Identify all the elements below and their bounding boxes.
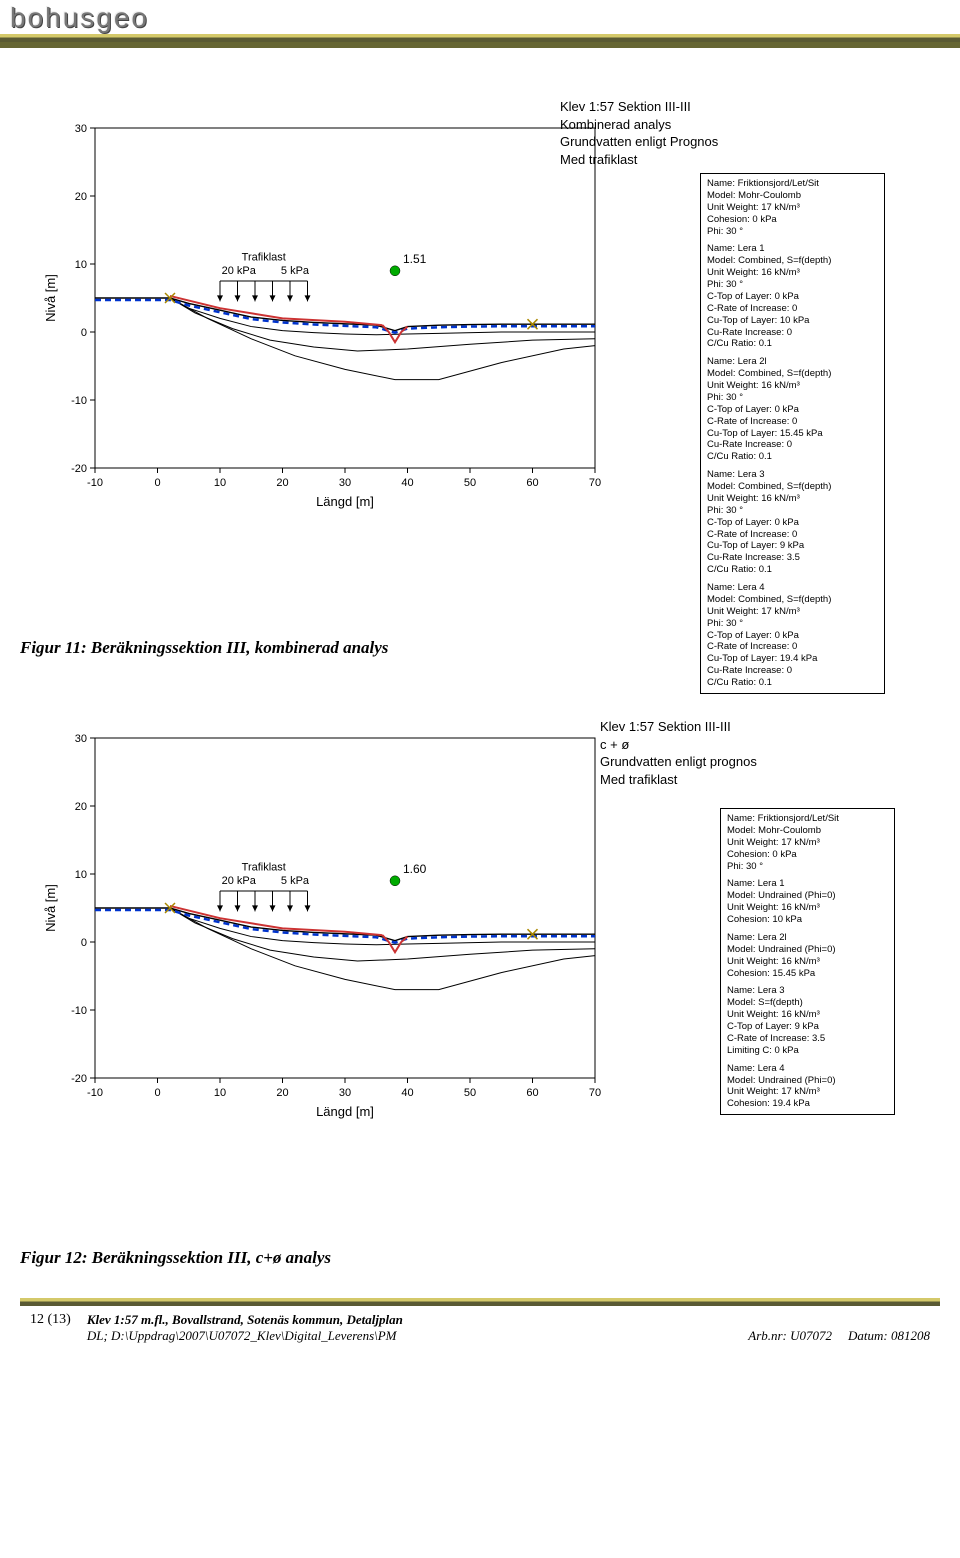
svg-text:20: 20 bbox=[75, 801, 87, 813]
footer-rule bbox=[20, 1298, 940, 1306]
logo: bohusgeo bbox=[10, 2, 149, 34]
svg-text:60: 60 bbox=[526, 477, 538, 489]
svg-text:20 kPa: 20 kPa bbox=[222, 265, 257, 277]
svg-text:20 kPa: 20 kPa bbox=[222, 875, 257, 887]
footer-title: Klev 1:57 m.fl., Bovallstrand, Sotenäs k… bbox=[87, 1312, 403, 1327]
svg-text:Längd [m]: Längd [m] bbox=[316, 1104, 374, 1119]
figure-2: Klev 1:57 Sektion III-IIIc + øGrundvatte… bbox=[40, 678, 920, 1238]
footer-path: DL; D:\Uppdrag\2007\U07072_Klev\Digital_… bbox=[87, 1328, 732, 1344]
figure-1-chart: -10010203040506070-20-100102030Nivå [m]L… bbox=[40, 118, 610, 618]
page-number: 12 (13) bbox=[30, 1312, 71, 1344]
svg-text:1.60: 1.60 bbox=[403, 862, 427, 876]
svg-text:50: 50 bbox=[464, 1087, 476, 1099]
figure-2-legend: Name: Friktionsjord/Let/SitModel: Mohr-C… bbox=[720, 808, 895, 1115]
svg-text:-20: -20 bbox=[71, 463, 87, 475]
svg-text:Nivå [m]: Nivå [m] bbox=[43, 884, 58, 932]
svg-text:-10: -10 bbox=[71, 1005, 87, 1017]
svg-text:5 kPa: 5 kPa bbox=[281, 265, 310, 277]
svg-text:40: 40 bbox=[401, 1087, 413, 1099]
page-header: bohusgeo bbox=[0, 0, 960, 48]
svg-text:10: 10 bbox=[75, 259, 87, 271]
header-rule bbox=[0, 34, 960, 42]
figure-2-title: Klev 1:57 Sektion III-IIIc + øGrundvatte… bbox=[600, 718, 757, 788]
svg-text:60: 60 bbox=[526, 1087, 538, 1099]
svg-text:-10: -10 bbox=[87, 477, 103, 489]
svg-text:70: 70 bbox=[589, 1087, 601, 1099]
svg-text:30: 30 bbox=[339, 477, 351, 489]
svg-text:30: 30 bbox=[339, 1087, 351, 1099]
svg-text:10: 10 bbox=[75, 869, 87, 881]
svg-text:1.51: 1.51 bbox=[403, 252, 427, 266]
footer-datum: Datum: 081208 bbox=[848, 1328, 930, 1344]
page-footer: 12 (13) Klev 1:57 m.fl., Bovallstrand, S… bbox=[0, 1306, 960, 1356]
svg-text:50: 50 bbox=[464, 477, 476, 489]
svg-text:10: 10 bbox=[214, 1087, 226, 1099]
svg-text:40: 40 bbox=[401, 477, 413, 489]
svg-text:20: 20 bbox=[276, 477, 288, 489]
svg-text:-10: -10 bbox=[87, 1087, 103, 1099]
svg-text:-20: -20 bbox=[71, 1073, 87, 1085]
svg-text:5 kPa: 5 kPa bbox=[281, 875, 310, 887]
svg-text:Nivå [m]: Nivå [m] bbox=[43, 274, 58, 322]
svg-text:30: 30 bbox=[75, 123, 87, 135]
svg-text:70: 70 bbox=[589, 477, 601, 489]
svg-text:0: 0 bbox=[154, 1087, 160, 1099]
footer-left: Klev 1:57 m.fl., Bovallstrand, Sotenäs k… bbox=[87, 1312, 732, 1344]
svg-text:Trafiklast: Trafiklast bbox=[242, 252, 286, 264]
svg-text:-10: -10 bbox=[71, 395, 87, 407]
figure-2-caption: Figur 12: Beräkningssektion III, c+ø ana… bbox=[20, 1248, 960, 1268]
svg-text:20: 20 bbox=[276, 1087, 288, 1099]
svg-text:0: 0 bbox=[154, 477, 160, 489]
svg-text:10: 10 bbox=[214, 477, 226, 489]
footer-arb: Arb.nr: U07072 bbox=[748, 1328, 832, 1344]
svg-text:0: 0 bbox=[81, 937, 87, 949]
svg-text:0: 0 bbox=[81, 327, 87, 339]
svg-text:Längd [m]: Längd [m] bbox=[316, 494, 374, 509]
svg-text:20: 20 bbox=[75, 191, 87, 203]
figure-2-chart: -10010203040506070-20-100102030Nivå [m]L… bbox=[40, 728, 610, 1228]
figure-1: Klev 1:57 Sektion III-IIIKombinerad anal… bbox=[40, 68, 920, 628]
svg-text:30: 30 bbox=[75, 733, 87, 745]
svg-text:Trafiklast: Trafiklast bbox=[242, 862, 286, 874]
figure-1-legend: Name: Friktionsjord/Let/SitModel: Mohr-C… bbox=[700, 173, 885, 694]
